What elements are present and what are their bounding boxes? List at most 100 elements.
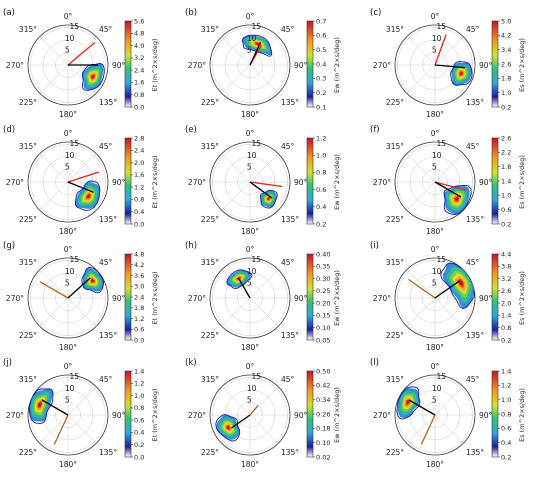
angular-gridline	[221, 153, 251, 183]
angle-tick-label: 135°	[99, 98, 117, 107]
panel-label: (g)	[3, 241, 15, 251]
colorbar-tick-label: 0.5	[316, 46, 326, 54]
colorbar-tick-label: 0.6	[134, 416, 144, 424]
spectrum-contour-fill	[227, 426, 230, 429]
colorbar-tick-label: 0.8	[316, 169, 326, 177]
colorbar	[306, 137, 314, 225]
angle-tick-label: 135°	[281, 331, 299, 340]
angular-gridline	[249, 414, 279, 444]
red-direction-line	[249, 181, 283, 188]
colorbar-tick-label: 4.8	[134, 30, 144, 38]
angle-tick-label: 225°	[201, 98, 219, 107]
colorbar-tick-label: 0.1	[316, 103, 326, 111]
angular-gridline	[406, 181, 436, 211]
black-direction-line	[41, 399, 69, 416]
angular-gridline	[67, 414, 97, 444]
colorbar-tick-label: 0.2	[501, 453, 511, 461]
colorbar-tick-label: 1.4	[501, 177, 511, 185]
colorbar-tick-label: 1.0	[501, 396, 511, 404]
colorbar-tick-label: 0.25	[316, 287, 330, 295]
angular-gridline	[434, 36, 464, 66]
angle-tick-label: 45°	[466, 375, 480, 384]
colorbar-tick-label: 0.8	[134, 196, 144, 204]
colorbar-tick-label: 1.2	[316, 134, 326, 142]
angle-tick-label: 135°	[99, 331, 117, 340]
colorbar-tick-label: 0.34	[316, 396, 330, 404]
angle-tick-label: 270°	[188, 178, 206, 187]
colorbar-tick-label: 0.4	[316, 203, 326, 211]
radial-tick-label: 10	[65, 267, 75, 276]
angle-tick-label: 135°	[466, 331, 484, 340]
spectrum-contour-line	[262, 192, 275, 205]
angle-tick-label: 90°	[112, 411, 126, 420]
spectrum-contour-fill	[87, 194, 90, 198]
colorbar-tick-label: 0.05	[316, 336, 330, 344]
radial-tick-label: 15	[69, 255, 79, 264]
radial-tick-label: 10	[247, 267, 257, 276]
angle-tick-label: 0°	[431, 129, 440, 138]
angular-gridline	[406, 297, 436, 327]
spectrum-contour-line	[83, 269, 102, 291]
spectrum-contour-fill	[455, 197, 459, 201]
colorbar-tick-label: 2.0	[134, 159, 144, 167]
angle-tick-label: 45°	[466, 25, 480, 34]
angle-tick-label: 180°	[241, 227, 259, 236]
spectrum-contour-line	[447, 190, 467, 209]
spectrum-contour-line	[30, 391, 51, 421]
spectrum-contour-line	[453, 65, 469, 82]
colorbar-tick-label: 0.6	[501, 206, 511, 214]
angular-gridline	[67, 153, 97, 183]
angular-gridline	[406, 269, 436, 299]
radial-tick-label: 5	[65, 395, 70, 404]
colorbar-tick-label: 0.7	[316, 17, 326, 25]
colorbar-tick-label: 0.8	[501, 324, 511, 332]
angular-gridline	[406, 64, 436, 94]
angle-tick-label: 315°	[386, 375, 404, 384]
angle-tick-label: 315°	[386, 25, 404, 34]
angle-tick-label: 90°	[112, 294, 126, 303]
spectrum-contour-line	[440, 262, 475, 310]
spectrum-contour-line	[217, 416, 239, 439]
angle-tick-label: 225°	[201, 215, 219, 224]
angle-tick-label: 180°	[241, 460, 259, 469]
colorbar-tick-label: 0.6	[134, 326, 144, 334]
colorbar-tick-label: 2.6	[501, 134, 511, 142]
colorbar-label: Ew (m^2×s/deg)	[333, 387, 341, 443]
brown-direction-line	[420, 414, 436, 445]
radial-tick-label: 5	[432, 162, 437, 171]
radial-tick-label: 15	[251, 372, 261, 381]
colorbar	[491, 370, 499, 458]
colorbar-tick-label: 0.4	[316, 60, 326, 68]
colorbar-tick-label: 1.0	[501, 89, 511, 97]
angle-tick-label: 180°	[59, 227, 77, 236]
colorbar-tick-label: 5.0	[501, 17, 511, 25]
colorbar-tick-label: 0.40	[316, 250, 330, 258]
colorbar-tick-label: 3.6	[134, 272, 144, 280]
colorbar-tick-label: 0.50	[316, 367, 330, 375]
radial-tick-label: 15	[436, 372, 446, 381]
angle-tick-label: 315°	[201, 142, 219, 151]
angle-tick-label: 90°	[294, 61, 308, 70]
angle-tick-label: 315°	[201, 375, 219, 384]
radial-tick-label: 15	[436, 255, 446, 264]
panel-label: (k)	[185, 358, 197, 368]
angle-tick-label: 45°	[99, 142, 113, 151]
angle-tick-label: 270°	[6, 294, 24, 303]
colorbar-label: Es (m^2×s/deg)	[518, 271, 526, 325]
radial-tick-label: 5	[247, 45, 252, 54]
angular-gridline	[39, 153, 69, 183]
angle-tick-label: 270°	[188, 294, 206, 303]
angle-tick-label: 135°	[281, 448, 299, 457]
angle-tick-label: 45°	[466, 142, 480, 151]
colorbar-tick-label: 1.8	[501, 75, 511, 83]
red-direction-line	[67, 42, 96, 66]
angle-tick-label: 90°	[294, 294, 308, 303]
angle-tick-label: 180°	[426, 227, 444, 236]
angle-tick-label: 45°	[99, 258, 113, 267]
colorbar-tick-label: 0.8	[134, 404, 144, 412]
spectrum-contour-line	[230, 272, 248, 286]
angle-tick-label: 0°	[246, 362, 255, 371]
radial-tick-label: 15	[436, 22, 446, 31]
colorbar-tick-label: 1.6	[134, 79, 144, 87]
black-direction-line	[434, 280, 460, 299]
